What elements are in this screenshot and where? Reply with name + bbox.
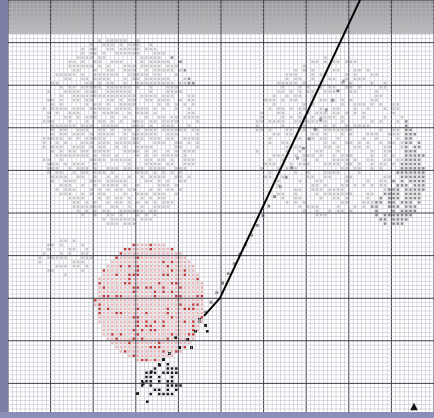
triangle-up-icon: ▲ (410, 401, 418, 412)
backstitch-line (203, 0, 361, 317)
pattern-chart: ▲ (8, 0, 434, 412)
page-bottom-edge (0, 412, 434, 418)
chart-grid (8, 0, 434, 412)
